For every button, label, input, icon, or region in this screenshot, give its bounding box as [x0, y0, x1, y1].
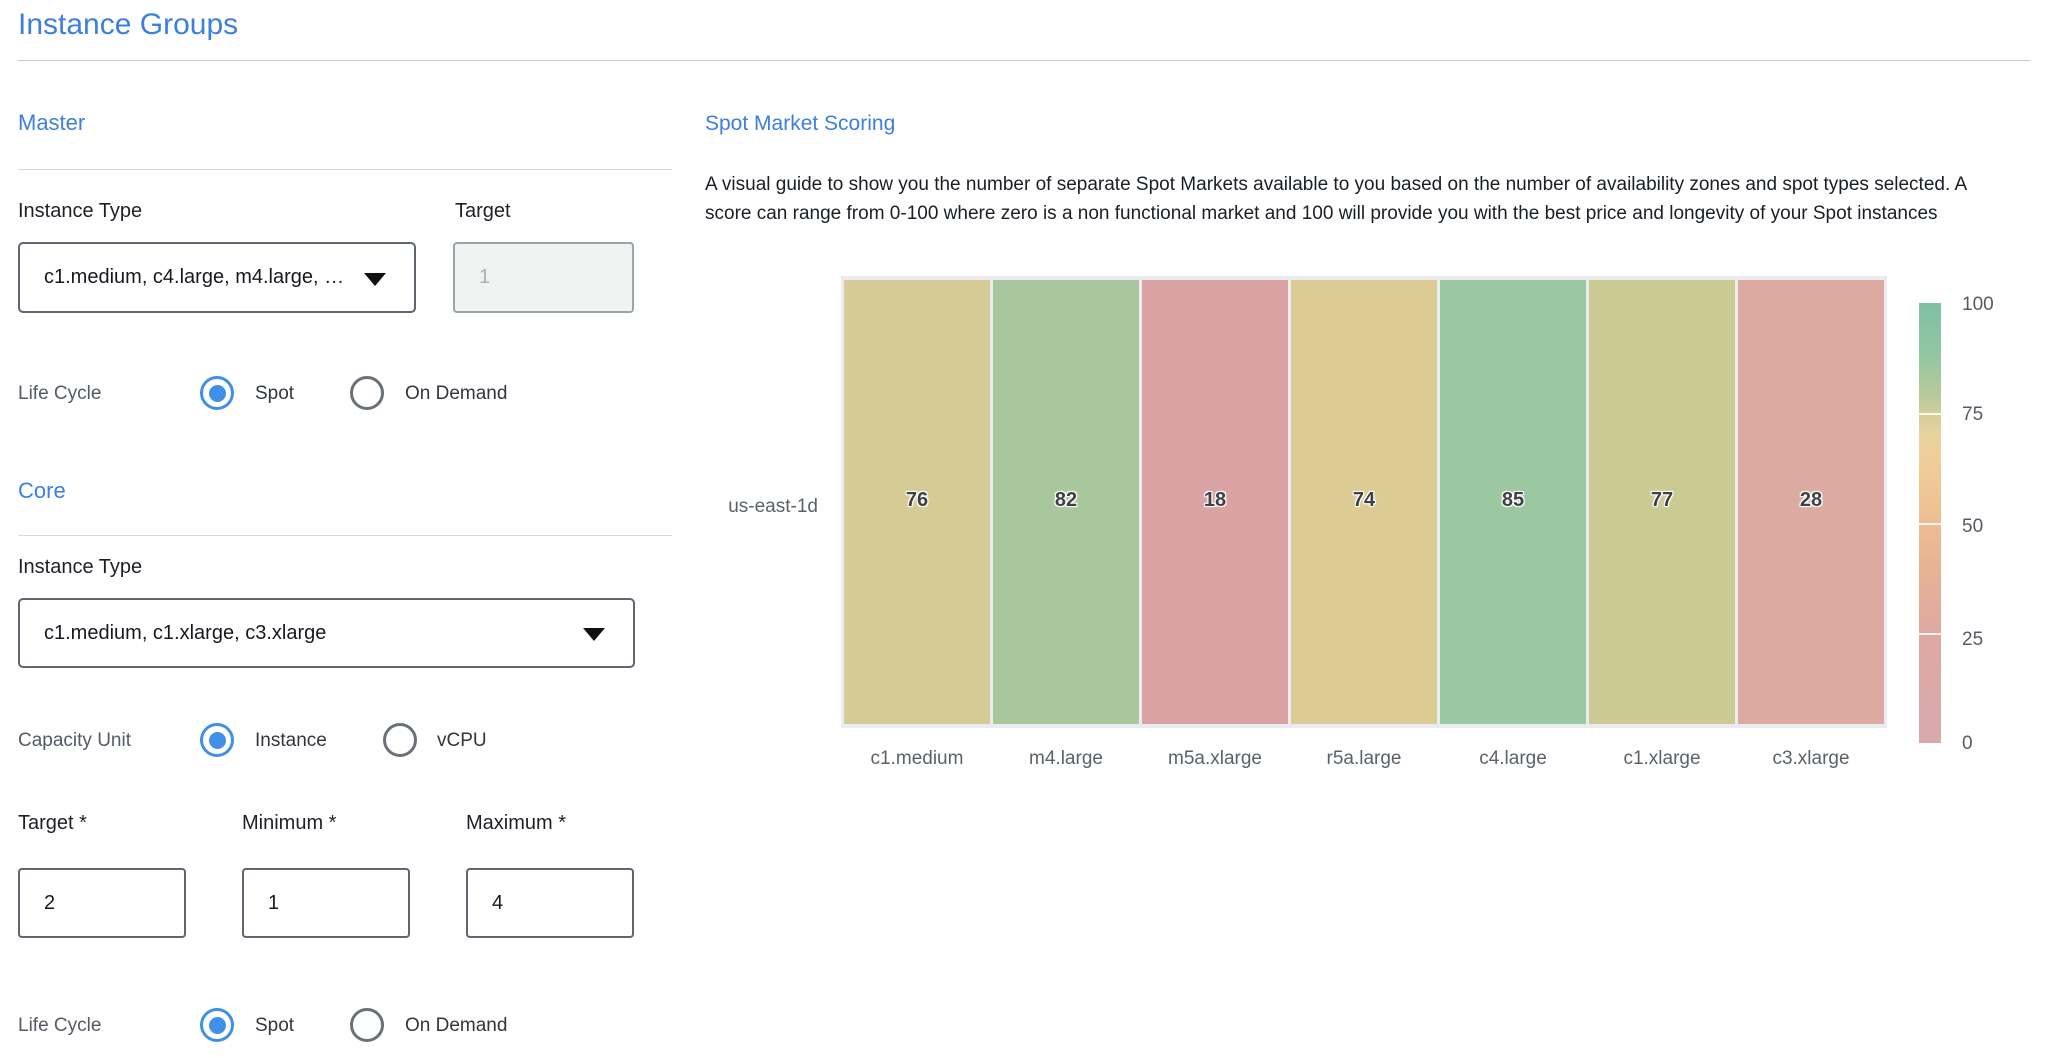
instance-radio-label[interactable]: Instance: [255, 730, 327, 751]
colorbar-tick-75: 75: [1962, 404, 1984, 425]
instance-radio[interactable]: [200, 723, 234, 757]
core-divider: [18, 535, 672, 536]
core-spot-radio[interactable]: [200, 1008, 234, 1042]
master-instance-type-label: Instance Type: [18, 200, 143, 222]
heatmap-cell-c3-xlarge[interactable]: 28: [1738, 280, 1884, 724]
core-target-input[interactable]: [18, 868, 186, 938]
core-on-demand-radio[interactable]: [350, 1008, 384, 1042]
core-instance-type-value: c1.medium, c1.xlarge, c3.xlarge: [44, 621, 327, 644]
colorbar-tick-25: 25: [1962, 629, 1984, 650]
scoring-description: A visual guide to show you the number of…: [705, 170, 2045, 228]
master-on-demand-radio[interactable]: [350, 376, 384, 410]
vcpu-radio-label[interactable]: vCPU: [437, 730, 487, 751]
heatmap-column-label: c3.xlarge: [1772, 748, 1850, 769]
heatmap-cell-value: 28: [1799, 489, 1823, 511]
master-target-label: Target: [455, 200, 511, 222]
scoring-description-line-1: A visual guide to show you the number of…: [705, 174, 1968, 195]
scoring-description-line-2: score can range from 0-100 where zero is…: [705, 203, 1938, 224]
core-instance-type-dropdown[interactable]: c1.medium, c1.xlarge, c3.xlarge: [18, 598, 635, 668]
heatmap-column-label: r5a.large: [1326, 748, 1402, 769]
master-spot-radio-label[interactable]: Spot: [255, 383, 295, 404]
heatmap-cell-value: 82: [1054, 489, 1078, 511]
heatmap-cell-c4-large[interactable]: 85: [1440, 280, 1586, 724]
heatmap-cell-value: 74: [1352, 489, 1376, 511]
core-spot-radio-label[interactable]: Spot: [255, 1015, 295, 1036]
capacity-unit-label: Capacity Unit: [18, 730, 131, 751]
heatmap-row-label: us-east-1d: [728, 496, 818, 517]
heatmap-cell-m5a-xlarge[interactable]: 18: [1142, 280, 1288, 724]
capacity-unit-row: Capacity Unit Instance vCPU: [18, 723, 658, 758]
core-instance-type-label: Instance Type: [18, 556, 143, 578]
heatmap-cell-c1-medium[interactable]: 76: [844, 280, 990, 724]
header-divider: [18, 60, 2030, 61]
core-target-label: Target *: [18, 812, 87, 834]
heatmap-cell-c1-xlarge[interactable]: 77: [1589, 280, 1735, 724]
colorbar: [1919, 303, 1941, 743]
core-maximum-label: Maximum *: [466, 812, 567, 834]
heatmap-cell-value: 76: [905, 489, 929, 511]
chevron-down-icon: [364, 272, 386, 286]
heatmap-cell-value: 77: [1650, 489, 1674, 511]
spot-market-scoring-heading: Spot Market Scoring: [705, 112, 896, 135]
colorbar-tick-50: 50: [1962, 516, 1984, 537]
heatmap-cell-r5a-large[interactable]: 74: [1291, 280, 1437, 724]
heatmap-column-label: c1.medium: [870, 748, 964, 769]
core-on-demand-radio-label[interactable]: On Demand: [405, 1015, 508, 1036]
master-on-demand-radio-label[interactable]: On Demand: [405, 383, 508, 404]
heatmap-cell-value: 85: [1501, 489, 1525, 511]
master-spot-radio[interactable]: [200, 376, 234, 410]
heatmap-column-label: c4.large: [1479, 748, 1547, 769]
core-section-heading: Core: [18, 478, 66, 503]
master-life-cycle-label: Life Cycle: [18, 383, 102, 404]
master-section-heading: Master: [18, 110, 86, 135]
colorbar-tick-0: 0: [1962, 733, 1973, 754]
core-maximum-input[interactable]: [466, 868, 634, 938]
heatmap-column-label: m5a.xlarge: [1168, 748, 1262, 769]
colorbar-break-75: [1919, 413, 1941, 415]
master-life-cycle-row: Life Cycle Spot On Demand: [18, 376, 658, 411]
master-instance-type-dropdown[interactable]: c1.medium, c4.large, m4.large, …: [18, 242, 416, 313]
core-life-cycle-row: Life Cycle Spot On Demand: [18, 1008, 658, 1043]
heatmap: 76 82 18 74 85 77 28: [841, 276, 1887, 728]
chevron-down-icon: [583, 628, 605, 641]
master-instance-type-value: c1.medium, c4.large, m4.large, …: [44, 266, 345, 288]
core-minimum-label: Minimum *: [242, 812, 337, 834]
heatmap-cell-m4-large[interactable]: 82: [993, 280, 1139, 724]
core-minimum-input[interactable]: [242, 868, 410, 938]
colorbar-break-50: [1919, 523, 1941, 525]
colorbar-break-25: [1919, 633, 1941, 635]
heatmap-x-axis: c1.medium m4.large m5a.xlarge r5a.large …: [841, 748, 1887, 770]
page-title: Instance Groups: [18, 8, 239, 41]
heatmap-column-label: c1.xlarge: [1623, 748, 1701, 769]
colorbar-tick-100: 100: [1962, 294, 1994, 315]
core-life-cycle-label: Life Cycle: [18, 1015, 102, 1036]
master-target-input[interactable]: [453, 242, 634, 313]
master-divider: [18, 169, 672, 170]
heatmap-cell-value: 18: [1203, 489, 1227, 511]
vcpu-radio[interactable]: [383, 723, 417, 757]
heatmap-column-label: m4.large: [1029, 748, 1103, 769]
